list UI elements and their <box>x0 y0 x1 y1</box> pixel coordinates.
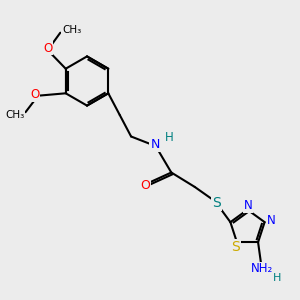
Text: CH₃: CH₃ <box>5 110 24 120</box>
Text: O: O <box>30 88 39 101</box>
Text: N: N <box>267 214 276 227</box>
Text: CH₃: CH₃ <box>62 25 81 35</box>
Text: S: S <box>231 240 240 254</box>
Text: NH₂: NH₂ <box>251 262 273 275</box>
Text: H: H <box>272 273 281 283</box>
Text: O: O <box>43 41 52 55</box>
Text: N: N <box>244 199 253 212</box>
Text: H: H <box>164 130 173 144</box>
Text: O: O <box>140 178 150 192</box>
Text: N: N <box>150 138 160 151</box>
Text: S: S <box>212 196 221 210</box>
